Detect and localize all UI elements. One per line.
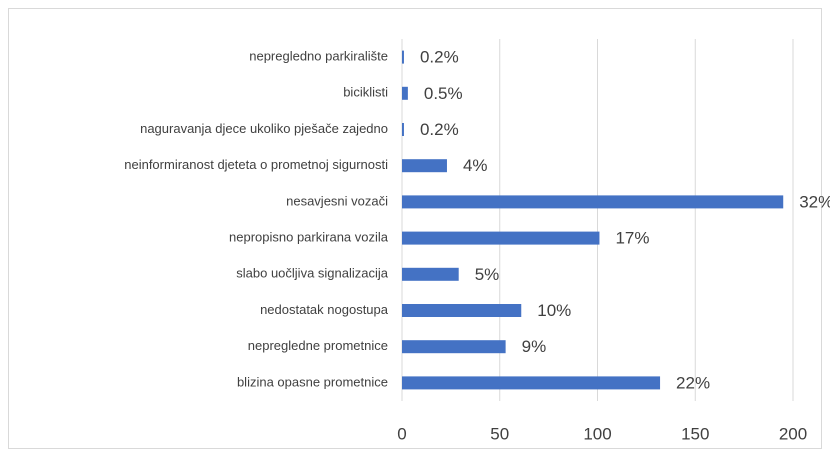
chart-border [8,8,822,449]
x-tick-label: 100 [583,424,611,443]
value-label: 0.2% [420,120,459,139]
value-label: 9% [522,337,547,356]
bar [402,267,459,281]
bar [402,340,506,354]
x-tick-label: 150 [681,424,709,443]
x-tick-label: 50 [490,424,509,443]
x-tick-label: 200 [779,424,807,443]
value-label: 0.2% [420,48,459,67]
y-tick-label: naguravanja djece ukoliko pješače zajedn… [140,121,388,136]
bar [402,376,661,390]
y-tick-label: blizina opasne prometnice [237,374,388,389]
y-tick-label: nepregledne prometnice [248,338,388,353]
bar [402,50,404,64]
y-tick-label: nepregledno parkiralište [249,49,388,64]
y-tick-label: neinformiranost djeteta o prometnoj sigu… [124,157,388,172]
bar [402,304,522,317]
value-label: 0.5% [424,84,463,103]
bar [402,159,447,173]
value-label: 22% [676,373,710,392]
bar [402,123,404,136]
x-tick-label: 0 [397,424,406,443]
value-label: 5% [475,265,500,284]
bar [402,195,784,209]
value-label: 10% [537,301,571,320]
value-label: 32% [799,192,830,211]
y-tick-label: nesavjesni vozači [286,193,388,208]
bar [402,86,408,100]
y-tick-label: nedostatak nogostupa [260,302,389,317]
y-tick-label: nepropisno parkirana vozila [229,230,389,245]
y-tick-label: biciklisti [343,85,388,100]
value-label: 17% [615,229,649,248]
value-label: 4% [463,156,488,175]
bar [402,231,600,245]
y-tick-label: slabo uočljiva signalizacija [236,266,389,281]
